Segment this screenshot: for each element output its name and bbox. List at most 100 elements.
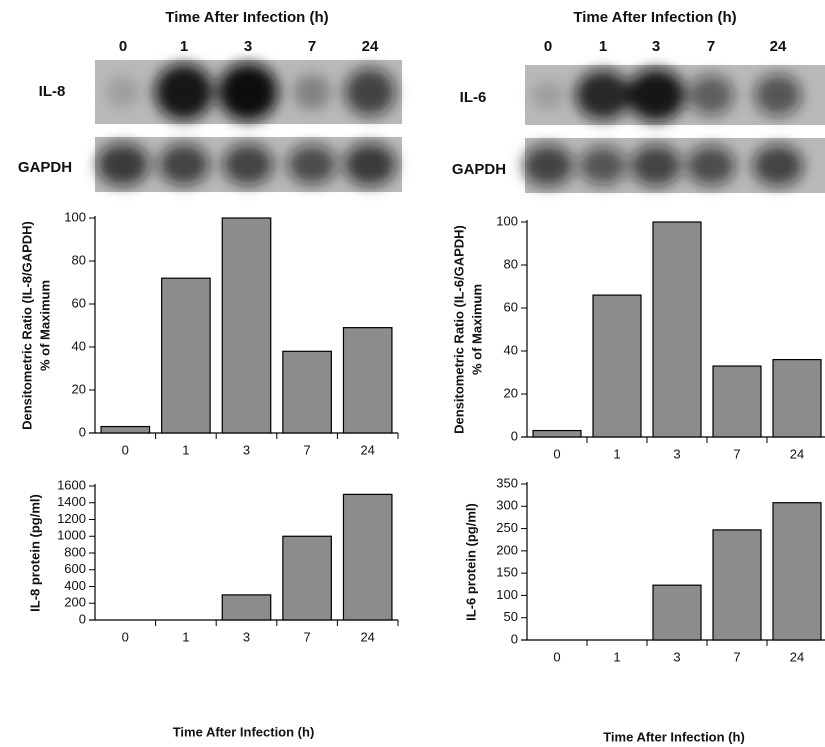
x-tick-label: 0: [122, 442, 129, 457]
figure: Time After Infection (h) 0 1 3 7 24 IL-8 GAPDH T…: [0, 0, 825, 747]
y-tick-label: 1200: [57, 511, 86, 526]
x-tick-label: 7: [303, 629, 310, 644]
bar: [343, 328, 391, 433]
y-tick-label: 80: [72, 252, 86, 267]
bar: [283, 351, 331, 433]
blot-row-label: IL-6: [460, 89, 487, 106]
blot-band: [688, 75, 734, 116]
blot-title: Time After Infection (h): [165, 9, 328, 26]
y-tick-label: 100: [64, 209, 86, 224]
blot-band: [627, 69, 685, 122]
blot-band: [293, 74, 331, 109]
y-tick-label: 300: [496, 498, 518, 513]
lane-label: 3: [244, 38, 252, 55]
bar: [222, 595, 270, 620]
y-tick-label: 350: [496, 475, 518, 490]
y-axis-label: IL-8 protein (pg/ml): [27, 494, 42, 612]
x-tick-label: 24: [790, 446, 804, 461]
x-tick-label: 1: [613, 649, 620, 664]
bar: [283, 536, 331, 620]
blot-band: [344, 143, 396, 186]
bar: [343, 494, 391, 620]
y-tick-label: 50: [504, 609, 518, 624]
y-axis-label: IL-6 protein (pg/ml): [463, 503, 478, 621]
x-tick-label: 1: [182, 629, 189, 644]
blot-band: [753, 145, 803, 186]
y-tick-label: 0: [511, 428, 518, 443]
y-tick-label: 800: [64, 544, 86, 559]
y-tick-label: 0: [79, 611, 86, 626]
blot-band: [155, 64, 213, 120]
bar: [533, 431, 581, 437]
bar: [773, 360, 821, 437]
bar: [593, 295, 641, 437]
y-axis-label: % of Maximum: [37, 280, 52, 371]
x-axis-label: Time After Infection (h): [173, 724, 315, 739]
y-tick-label: 0: [79, 424, 86, 439]
blot-row-label: GAPDH: [18, 159, 72, 176]
blot-row-label: GAPDH: [452, 161, 506, 178]
x-tick-label: 3: [673, 649, 680, 664]
lane-label: 24: [770, 38, 787, 55]
y-tick-label: 600: [64, 561, 86, 576]
y-tick-label: 400: [64, 578, 86, 593]
bar: [773, 503, 821, 640]
y-tick-label: 40: [504, 342, 518, 357]
blot-band: [223, 144, 273, 185]
x-tick-label: 0: [122, 629, 129, 644]
bar: [713, 530, 761, 640]
x-tick-label: 7: [303, 442, 310, 457]
y-tick-label: 60: [504, 299, 518, 314]
bar: [222, 218, 270, 433]
blot-band: [575, 70, 630, 120]
blot-bands: [523, 145, 803, 186]
y-tick-label: 80: [504, 256, 518, 271]
x-tick-label: 3: [243, 442, 250, 457]
x-axis-label: Time After Infection (h): [603, 729, 745, 744]
blot-row-label: IL-8: [39, 83, 66, 100]
y-axis-label: Densitometric Ratio (IL-8/GAPDH): [19, 221, 34, 430]
blot-band: [218, 63, 278, 121]
lane-label: 24: [362, 38, 379, 55]
x-tick-label: 3: [243, 629, 250, 644]
x-tick-label: 7: [733, 446, 740, 461]
blot-band: [631, 145, 681, 186]
x-tick-label: 24: [360, 629, 374, 644]
y-tick-label: 1400: [57, 494, 86, 509]
blot-title: Time After Infection (h): [573, 9, 736, 26]
bar: [713, 366, 761, 437]
lane-label: 0: [119, 38, 127, 55]
y-axis-label: Densitometric Ratio (IL-6/GAPDH): [451, 225, 466, 434]
y-tick-label: 20: [504, 385, 518, 400]
lane-label: 1: [599, 38, 607, 55]
blot-band: [159, 144, 209, 185]
x-tick-label: 1: [182, 442, 189, 457]
bar: [162, 278, 210, 433]
y-tick-label: 150: [496, 565, 518, 580]
x-tick-label: 0: [553, 649, 560, 664]
x-tick-label: 0: [553, 446, 560, 461]
blot-band: [523, 145, 573, 186]
bar: [653, 585, 701, 640]
x-tick-label: 1: [613, 446, 620, 461]
blot-band: [97, 143, 149, 186]
x-tick-label: 3: [673, 446, 680, 461]
lane-label: 7: [308, 38, 316, 55]
lane-label: 3: [652, 38, 660, 55]
blot-band: [579, 146, 626, 185]
bar: [101, 427, 149, 433]
x-tick-label: 24: [360, 442, 374, 457]
y-tick-label: 0: [511, 631, 518, 646]
y-tick-label: 250: [496, 520, 518, 535]
x-tick-label: 24: [790, 649, 804, 664]
y-tick-label: 200: [496, 542, 518, 557]
lane-label: 7: [707, 38, 715, 55]
y-tick-label: 1600: [57, 477, 86, 492]
y-tick-label: 20: [72, 381, 86, 396]
y-axis-label: % of Maximum: [469, 284, 484, 375]
y-tick-label: 200: [64, 595, 86, 610]
blot-band: [754, 74, 801, 116]
y-tick-label: 100: [496, 213, 518, 228]
blot-band: [107, 77, 140, 107]
y-tick-label: 100: [496, 587, 518, 602]
